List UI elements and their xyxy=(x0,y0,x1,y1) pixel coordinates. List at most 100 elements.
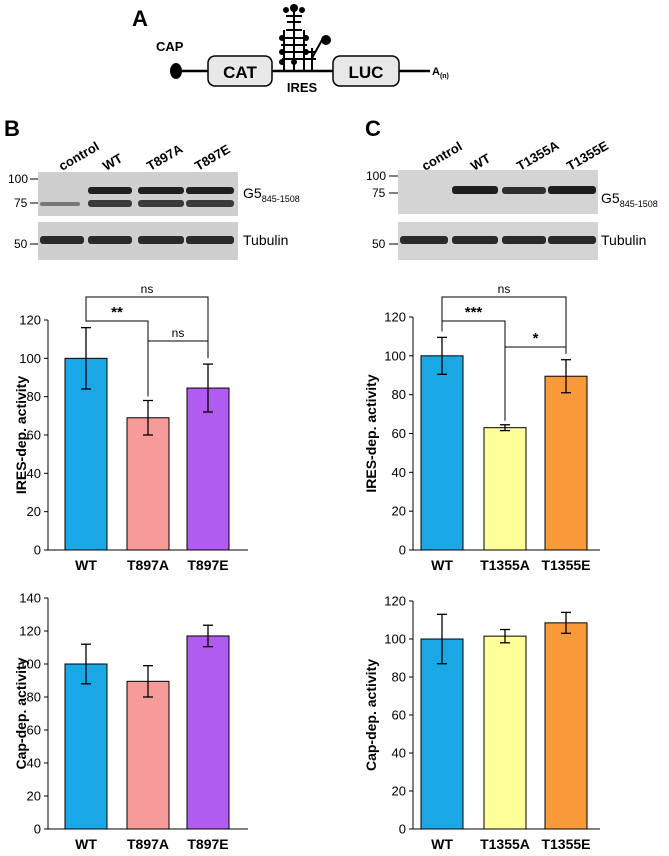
panel-label-b: B xyxy=(4,116,20,141)
y-tick-label: 100 xyxy=(19,657,41,672)
bar xyxy=(544,622,588,830)
y-tick-label: 20 xyxy=(392,504,406,519)
y-tick-label: 0 xyxy=(399,822,406,837)
blot-b-marker: 75 xyxy=(14,196,28,210)
y-tick-label: 20 xyxy=(392,784,406,799)
blot-b-band xyxy=(186,187,234,194)
bar xyxy=(483,635,527,830)
cat-label: CAT xyxy=(223,63,257,82)
bar xyxy=(186,635,230,830)
x-tick-label: T1355E xyxy=(541,557,590,573)
blot-c-lane-label: control xyxy=(419,139,465,174)
x-tick-label: T1355E xyxy=(541,836,590,851)
blot-c-marker: 100 xyxy=(366,169,386,183)
blot-b-band xyxy=(88,200,132,207)
x-tick-label: T897E xyxy=(187,836,228,851)
ires-label: IRES xyxy=(287,80,318,95)
cap-label: CAP xyxy=(156,39,184,54)
y-tick-label: 40 xyxy=(27,466,41,481)
y-tick-label: 100 xyxy=(19,351,41,366)
significance-label: ns xyxy=(141,282,154,296)
blot-b-band xyxy=(138,236,184,244)
significance-bracket xyxy=(85,296,209,359)
blot-b-band xyxy=(88,187,132,194)
blot-b-band xyxy=(40,202,80,206)
blot-c-marker: 75 xyxy=(372,186,386,200)
y-tick-label: 60 xyxy=(27,723,41,738)
y-tick-label: 80 xyxy=(392,387,406,402)
significance-bracket xyxy=(441,296,567,354)
chart-b-ires-activity: 0 20 40 60 80 100 120 IRES-dep. activity WT T897A… xyxy=(13,282,248,573)
y-tick-label: 40 xyxy=(392,746,406,761)
blot-c-band xyxy=(548,186,596,194)
blot-b-lane-label: T897E xyxy=(192,141,233,173)
blot-b-marker: 50 xyxy=(14,237,28,251)
x-tick-label: T897A xyxy=(127,836,169,851)
luc-label: LUC xyxy=(349,63,384,82)
y-tick-label: 100 xyxy=(384,632,406,647)
blot-c-band xyxy=(452,186,498,194)
bar xyxy=(420,638,464,830)
y-tick-label: 60 xyxy=(392,426,406,441)
blot-c-lane-label: T1355E xyxy=(564,138,611,174)
blot-b-lane-label: control xyxy=(56,139,102,174)
y-tick-label: 0 xyxy=(34,543,41,558)
y-tick-label: 100 xyxy=(384,348,406,363)
y-axis-label: Cap-dep. activity xyxy=(13,657,29,769)
significance-bracket xyxy=(504,346,567,415)
blot-b-band xyxy=(40,236,84,244)
y-tick-label: 140 xyxy=(19,591,41,606)
y-tick-label: 40 xyxy=(27,756,41,771)
blot-c-lane-label: T1355A xyxy=(514,137,562,173)
chart-c-ires-activity: 0 20 40 60 80 100 120 IRES-dep. activity WT T1355… xyxy=(363,282,600,573)
significance-label: ** xyxy=(111,304,123,321)
x-tick-label: T897A xyxy=(127,557,169,573)
blot-b-band xyxy=(186,236,234,244)
y-tick-label: 80 xyxy=(392,670,406,685)
x-tick-label: T1355A xyxy=(480,557,530,573)
chart-c-cap-activity: 0 20 40 60 80 100 120 Cap-dep. activity WT T1355A… xyxy=(363,594,600,852)
y-tick-label: 60 xyxy=(392,708,406,723)
bar xyxy=(544,375,588,551)
western-blot-c: control WT T1355A T1355E 100 75 50 G5845… xyxy=(366,137,658,260)
y-tick-label: 60 xyxy=(27,428,41,443)
y-tick-label: 120 xyxy=(19,313,41,328)
blot-b-lane-label: T897A xyxy=(144,141,186,174)
x-tick-label: WT xyxy=(431,836,453,851)
luc-box xyxy=(332,55,400,87)
polya-label: A(n) xyxy=(432,66,449,80)
y-axis-label: IRES-dep. activity xyxy=(13,376,29,494)
y-tick-label: 80 xyxy=(27,690,41,705)
blot-b-lane-label: WT xyxy=(100,150,125,173)
x-tick-label: T1355A xyxy=(480,836,530,851)
chart-b-cap-activity: 0 20 40 60 80 100 120 140 Cap-dep. activity WT T89… xyxy=(13,591,248,852)
significance-label: *** xyxy=(465,304,483,321)
significance-bracket xyxy=(147,340,209,391)
blot-c-marker: 50 xyxy=(372,237,386,251)
blot-c-band xyxy=(452,236,498,244)
blot-b-band xyxy=(138,200,184,207)
bar xyxy=(64,357,108,551)
blot-c-tubulin-label: Tubulin xyxy=(601,232,646,248)
blot-c-band xyxy=(548,236,596,244)
y-axis-label: Cap-dep. activity xyxy=(363,659,379,771)
x-tick-label: WT xyxy=(75,557,97,573)
blot-c-band xyxy=(502,236,546,244)
y-tick-label: 0 xyxy=(399,543,406,558)
blot-b-band xyxy=(138,187,184,194)
blot-c-band xyxy=(502,187,546,194)
construct-schematic: CAP CAT LUC IRES A(n) xyxy=(156,4,449,95)
panel-label-a: A xyxy=(132,6,148,31)
x-tick-label: WT xyxy=(75,836,97,851)
bar xyxy=(420,355,464,551)
panel-label-c: C xyxy=(365,116,381,141)
bar xyxy=(126,417,170,551)
bar xyxy=(186,387,230,551)
y-tick-label: 120 xyxy=(384,310,406,325)
significance-label: ns xyxy=(172,326,185,340)
y-tick-label: 40 xyxy=(392,465,406,480)
x-tick-label: WT xyxy=(431,557,453,573)
blot-b-band xyxy=(186,200,234,207)
blot-c-band xyxy=(400,236,448,244)
